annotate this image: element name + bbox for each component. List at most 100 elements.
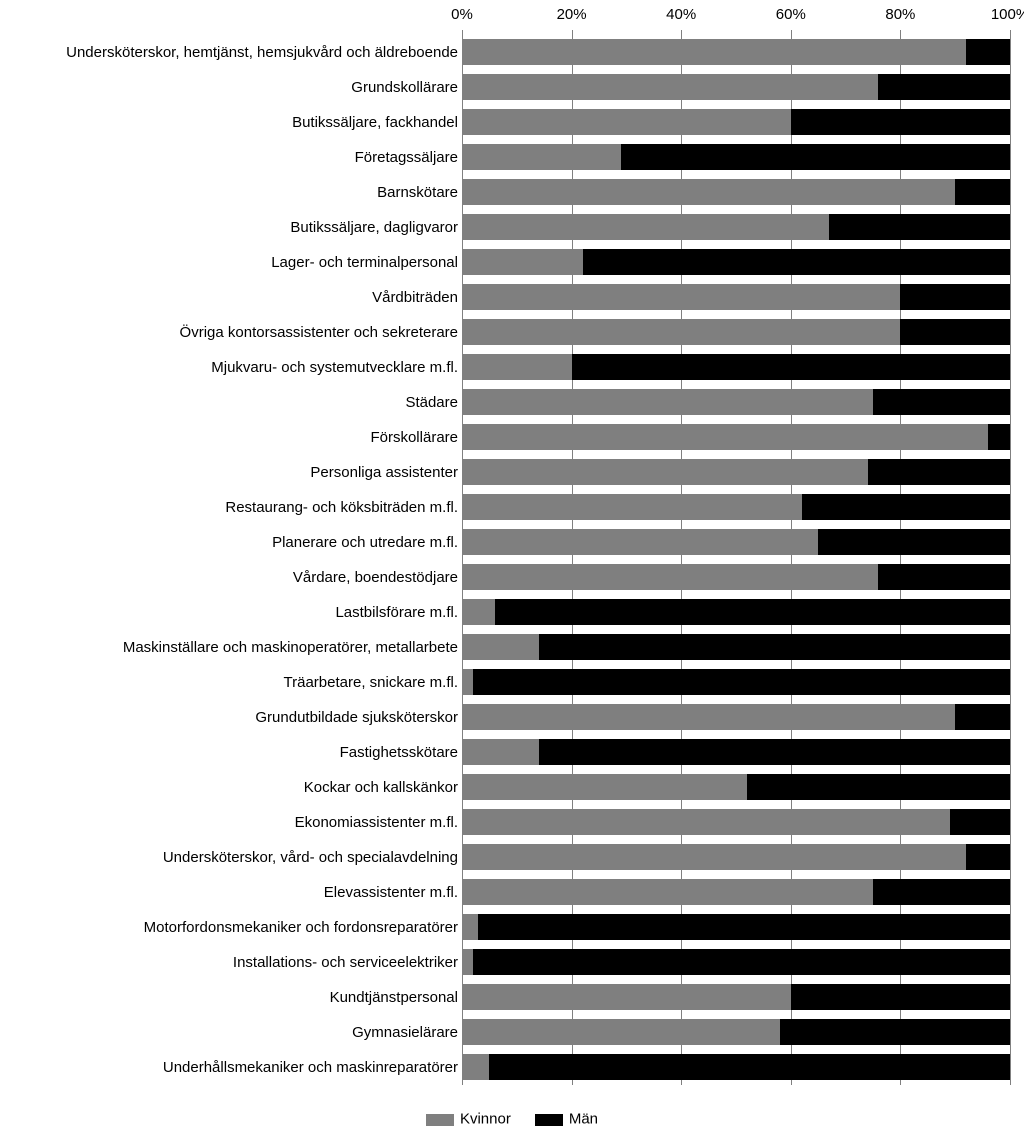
- category-label: Maskinställare och maskinoperatörer, met…: [123, 640, 458, 655]
- legend-label: Män: [569, 1111, 598, 1128]
- bar-segment-kvinnor: [462, 109, 791, 135]
- category-label: Träarbetare, snickare m.fl.: [284, 675, 459, 690]
- bar-row: [462, 1019, 1010, 1045]
- bar-row: [462, 74, 1010, 100]
- bar-segment-kvinnor: [462, 249, 583, 275]
- bar-segment-man: [818, 529, 1010, 555]
- category-label: Lastbilsförare m.fl.: [335, 605, 458, 620]
- x-axis-tick-label: 20%: [557, 6, 587, 23]
- bar-segment-man: [791, 109, 1010, 135]
- bar-segment-man: [878, 564, 1010, 590]
- bar-segment-man: [966, 39, 1010, 65]
- bar-row: [462, 529, 1010, 555]
- bar-row: [462, 109, 1010, 135]
- bar-segment-kvinnor: [462, 179, 955, 205]
- category-label: Restaurang- och köksbiträden m.fl.: [225, 500, 458, 515]
- bar-row: [462, 459, 1010, 485]
- bar-segment-man: [495, 599, 1010, 625]
- legend-label: Kvinnor: [460, 1111, 511, 1128]
- category-label: Gymnasielärare: [352, 1025, 458, 1040]
- category-label: Motorfordonsmekaniker och fordonsreparat…: [144, 920, 458, 935]
- category-label: Grundutbildade sjuksköterskor: [255, 710, 458, 725]
- bar-row: [462, 39, 1010, 65]
- bar-segment-kvinnor: [462, 284, 900, 310]
- bar-row: [462, 844, 1010, 870]
- bar-segment-kvinnor: [462, 634, 539, 660]
- bar-segment-man: [955, 704, 1010, 730]
- plot-area: [462, 30, 1010, 1085]
- bar-segment-kvinnor: [462, 459, 868, 485]
- bar-segment-kvinnor: [462, 914, 478, 940]
- category-label: Vårdbiträden: [372, 290, 458, 305]
- bar-segment-kvinnor: [462, 984, 791, 1010]
- category-label: Personliga assistenter: [310, 465, 458, 480]
- bar-row: [462, 494, 1010, 520]
- bar-segment-kvinnor: [462, 144, 621, 170]
- bar-segment-man: [966, 844, 1010, 870]
- bar-segment-kvinnor: [462, 529, 818, 555]
- bar-segment-kvinnor: [462, 809, 950, 835]
- category-label: Undersköterskor, hemtjänst, hemsjukvård …: [66, 45, 458, 60]
- bar-row: [462, 984, 1010, 1010]
- bar-segment-kvinnor: [462, 774, 747, 800]
- x-axis-tick-label: 0%: [451, 6, 473, 23]
- category-label: Grundskollärare: [351, 80, 458, 95]
- bar-segment-man: [950, 809, 1010, 835]
- legend-swatch: [535, 1114, 563, 1126]
- bar-segment-man: [473, 669, 1010, 695]
- bar-segment-kvinnor: [462, 424, 988, 450]
- bar-segment-kvinnor: [462, 74, 878, 100]
- bar-segment-man: [747, 774, 1010, 800]
- bar-segment-man: [572, 354, 1010, 380]
- category-label: Kockar och kallskänkor: [304, 780, 458, 795]
- bar-row: [462, 949, 1010, 975]
- bar-row: [462, 809, 1010, 835]
- bar-segment-kvinnor: [462, 739, 539, 765]
- bar-segment-man: [900, 319, 1010, 345]
- bar-segment-kvinnor: [462, 949, 473, 975]
- category-label: Underhållsmekaniker och maskinreparatöre…: [163, 1060, 458, 1075]
- bar-segment-man: [829, 214, 1010, 240]
- legend: Kvinnor Män: [0, 1110, 1024, 1128]
- bar-segment-man: [878, 74, 1010, 100]
- x-axis-tick-label: 80%: [885, 6, 915, 23]
- category-label: Vårdare, boendestödjare: [293, 570, 458, 585]
- category-label: Planerare och utredare m.fl.: [272, 535, 458, 550]
- bar-segment-kvinnor: [462, 669, 473, 695]
- bar-row: [462, 879, 1010, 905]
- bar-segment-kvinnor: [462, 1019, 780, 1045]
- bar-segment-man: [473, 949, 1010, 975]
- legend-swatch: [426, 1114, 454, 1126]
- bar-segment-kvinnor: [462, 319, 900, 345]
- bar-row: [462, 319, 1010, 345]
- bar-row: [462, 424, 1010, 450]
- bar-segment-man: [489, 1054, 1010, 1080]
- category-label: Lager- och terminalpersonal: [271, 255, 458, 270]
- bar-segment-kvinnor: [462, 879, 873, 905]
- bar-row: [462, 1054, 1010, 1080]
- bar-segment-man: [539, 739, 1010, 765]
- bar-segment-kvinnor: [462, 354, 572, 380]
- bar-row: [462, 284, 1010, 310]
- bar-row: [462, 739, 1010, 765]
- category-label: Undersköterskor, vård- och specialavdeln…: [163, 850, 458, 865]
- bar-segment-man: [873, 389, 1010, 415]
- bar-segment-man: [868, 459, 1010, 485]
- bar-segment-kvinnor: [462, 844, 966, 870]
- bar-segment-man: [780, 1019, 1010, 1045]
- category-label: Installations- och serviceelektriker: [233, 955, 458, 970]
- bar-row: [462, 144, 1010, 170]
- category-labels: Undersköterskor, hemtjänst, hemsjukvård …: [0, 30, 458, 1085]
- bar-row: [462, 599, 1010, 625]
- bar-segment-man: [900, 284, 1010, 310]
- bar-row: [462, 914, 1010, 940]
- gridline: [1010, 30, 1011, 1085]
- category-label: Elevassistenter m.fl.: [324, 885, 458, 900]
- category-label: Barnskötare: [377, 185, 458, 200]
- bar-segment-man: [478, 914, 1010, 940]
- bar-segment-kvinnor: [462, 564, 878, 590]
- bar-segment-kvinnor: [462, 214, 829, 240]
- category-label: Mjukvaru- och systemutvecklare m.fl.: [211, 360, 458, 375]
- stacked-bar-chart: 0%20%40%60%80%100% Undersköterskor, hemt…: [0, 0, 1024, 1140]
- bar-segment-man: [988, 424, 1010, 450]
